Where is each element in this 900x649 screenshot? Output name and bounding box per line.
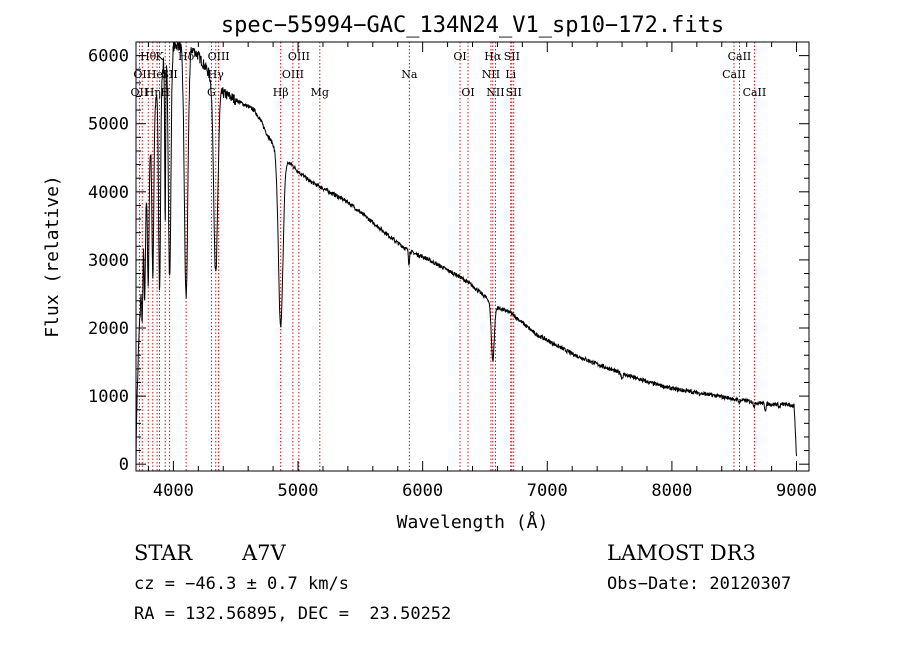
line-marker-label-22: Li [505, 68, 516, 81]
line-marker-label-7: SII [162, 68, 178, 81]
line-marker-label-2: Hθ [140, 50, 157, 63]
y-tick-label: 5000 [88, 115, 129, 135]
line-marker-label-15: Mg [311, 86, 329, 99]
line-marker-label-13: OIII [282, 68, 304, 81]
y-tick-label: 1000 [88, 387, 129, 407]
survey-name: LAMOST DR3 [607, 541, 756, 565]
line-marker-label-19: NII [482, 68, 500, 81]
line-marker-label-21: NII [486, 86, 504, 99]
line-marker-label-25: CaII [722, 68, 746, 81]
line-marker-label-6: H [160, 86, 170, 99]
line-marker-label-12: Hβ [273, 86, 289, 99]
y-tick-label: 6000 [88, 47, 129, 67]
spectrum-series [135, 40, 797, 470]
x-tick-label: 4000 [153, 481, 194, 501]
x-tick-label: 9000 [776, 481, 817, 501]
line-marker-label-3: Hη [145, 86, 161, 99]
line-marker-label-16: Na [401, 68, 418, 81]
spectral-subclass: A7V [242, 541, 286, 565]
line-marker-label-24: SII [506, 86, 522, 99]
line-marker-label-17: OI [453, 50, 466, 63]
line-marker-label-10: Hγ [208, 68, 225, 81]
observation-date: Obs−Date: 20120307 [607, 574, 792, 594]
y-tick-label: 3000 [88, 251, 129, 271]
x-axis-label: Wavelength (Å) [397, 511, 549, 533]
object-type: STAR [134, 541, 193, 565]
line-marker-label-5: K [155, 50, 164, 63]
line-marker-label-0: OII [131, 86, 149, 99]
redshift-cz: cz = −46.3 ± 0.7 km/s [134, 574, 349, 594]
y-tick-label: 4000 [88, 183, 129, 203]
line-marker-label-27: CaII [743, 86, 767, 99]
line-marker-label-23: SII [504, 50, 520, 63]
coordinates: RA = 132.56895, DEC = 23.50252 [134, 604, 452, 624]
line-marker-label-14: OIII [288, 50, 310, 63]
y-tick-label: 2000 [88, 319, 129, 339]
line-marker-label-26: CaII [728, 50, 752, 63]
line-marker-label-1: OII [133, 68, 151, 81]
line-marker-label-20: Hα [484, 50, 502, 63]
x-tick-label: 5000 [278, 481, 319, 501]
y-axis-label: Flux (relative) [42, 175, 63, 338]
x-tick-label: 8000 [651, 481, 692, 501]
y-tick-label: 0 [119, 455, 129, 475]
line-marker-label-11: OIII [208, 50, 230, 63]
x-tick-label: 6000 [402, 481, 443, 501]
x-tick-label: 7000 [527, 481, 568, 501]
line-marker-label-18: OI [461, 86, 474, 99]
plot-frame [135, 41, 810, 472]
chart-title: spec−55994−GAC_134N24_V1_sp10−172.fits [221, 13, 724, 38]
